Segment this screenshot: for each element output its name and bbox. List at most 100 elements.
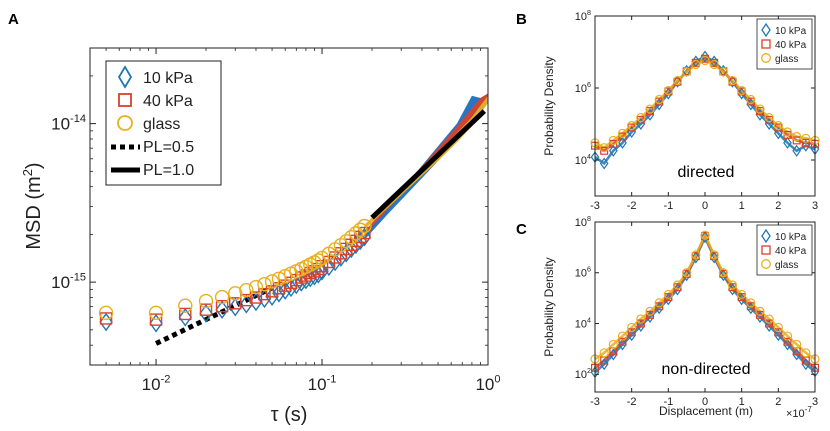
data-point-square: [179, 307, 192, 321]
data-point-circle: [746, 94, 756, 105]
data-point-circle: [782, 331, 793, 341]
data-point-square: [265, 285, 279, 298]
x-tick-label: -3: [590, 200, 600, 212]
data-point-circle: [608, 135, 618, 146]
data-point-circle: [645, 104, 655, 114]
data-point-diamond: [599, 358, 609, 371]
panel-a-label: A: [8, 11, 19, 28]
data-point-diamond: [682, 269, 692, 282]
data-point-circle: [198, 293, 214, 309]
data-point-circle: [700, 230, 710, 240]
panel-c: C -3 -2 -1 0 1 2 3 102 104 106 108 Probability Den…: [516, 215, 820, 420]
data-point-circle: [357, 218, 372, 234]
data-point-circle: [792, 131, 802, 142]
panel-b-ticks: -3 -2 -1 0 1 2 3 104 106 108: [575, 9, 818, 212]
data-point-circle: [663, 289, 673, 300]
data-point-square: [258, 287, 271, 301]
data-point-square: [783, 337, 792, 346]
data-point-circle: [248, 279, 264, 295]
data-point-square: [358, 226, 371, 240]
data-point-square: [792, 136, 801, 145]
data-point-diamond: [618, 338, 627, 351]
x-tick-label: -2: [627, 200, 637, 212]
x-tick-label: 0: [702, 396, 708, 408]
legend-marker-circle: [761, 259, 771, 269]
data-point-diamond: [737, 87, 747, 100]
data-point-diamond: [718, 269, 728, 282]
x-tick-label: 10-2: [142, 373, 171, 394]
legend-marker-circle: [761, 53, 771, 63]
data-point-circle: [608, 339, 618, 350]
y-tick-label: 108: [575, 215, 591, 229]
data-point-circle: [353, 222, 368, 237]
y-tick-label: 106: [575, 266, 591, 280]
panel-a-legend-box: [105, 60, 222, 186]
data-point-diamond: [228, 297, 242, 317]
x-tick-label: 0: [702, 200, 708, 212]
series-curve: [594, 55, 816, 166]
x-tick-label: 10-1: [308, 373, 337, 394]
legend-marker-square: [761, 39, 771, 49]
data-point-circle: [773, 121, 783, 131]
data-point-square: [215, 299, 229, 313]
data-point-circle: [672, 280, 683, 290]
data-point-square: [774, 328, 783, 337]
y-tick-label: 108: [575, 9, 591, 23]
panel-b-legend-box: [756, 18, 813, 70]
data-point-diamond: [792, 144, 802, 157]
data-point-diamond: [792, 348, 802, 361]
y-tick-label: 10-14: [51, 113, 86, 134]
panel-a-reference-lines: [154, 109, 487, 346]
data-point-circle: [311, 253, 326, 268]
x-tick-label: -2: [627, 396, 637, 408]
data-point-square: [199, 303, 213, 316]
data-point-circle: [654, 94, 664, 105]
x-tick-label: 3: [812, 396, 818, 408]
data-point-circle: [98, 305, 114, 321]
panel-a-ticks: 10-2 10-1 100 10-15 10-14: [51, 48, 501, 394]
data-point-square: [99, 312, 113, 325]
data-point-diamond: [783, 136, 792, 149]
data-point-square: [600, 146, 609, 155]
data-point-circle: [801, 133, 811, 143]
data-point-circle: [627, 322, 637, 333]
panel-c-ticks: -3 -2 -1 0 1 2 3 102 104 106 108: [575, 215, 818, 408]
legend-marker-square: [761, 245, 771, 255]
data-point-circle: [755, 306, 765, 317]
data-point-square: [655, 302, 664, 311]
reference-line-pl05: [154, 285, 274, 346]
y-tick-label: 106: [575, 81, 591, 95]
legend-label: 10 kPa: [775, 26, 807, 37]
data-point-square: [746, 302, 755, 311]
panel-c-label: C: [516, 221, 527, 238]
data-point-diamond: [257, 289, 272, 309]
data-point-circle: [801, 348, 811, 358]
y-tick-label: 102: [575, 367, 591, 381]
data-point-circle: [257, 277, 272, 292]
legend-label: 10 kPa: [775, 232, 807, 243]
data-point-circle: [700, 55, 710, 66]
data-point-circle: [654, 298, 664, 308]
data-point-circle: [746, 298, 756, 308]
data-point-square: [609, 139, 618, 148]
data-point-circle: [348, 226, 364, 241]
data-point-circle: [737, 289, 747, 300]
y-tick-label: 10-15: [51, 271, 86, 292]
panel-a-legend: 10 kPa 40 kPa glass PL=0.5 PL=1.0: [105, 60, 222, 186]
data-point-diamond: [636, 319, 646, 332]
data-point-circle: [691, 59, 701, 70]
x-tick-label: -1: [663, 200, 673, 212]
data-point-circle: [148, 305, 164, 321]
legend-item-10kpa: 10 kPa: [117, 65, 193, 89]
data-point-circle: [339, 234, 354, 249]
data-point-circle: [264, 274, 280, 289]
data-point-circle: [672, 76, 683, 86]
x-tick-label: 3: [812, 200, 818, 212]
data-point-diamond: [357, 227, 372, 247]
series-curve: [594, 232, 816, 361]
data-point-square: [801, 138, 810, 147]
data-point-diamond: [801, 139, 811, 152]
data-point-diamond: [728, 75, 737, 88]
x-tick-label: 2: [775, 396, 781, 408]
